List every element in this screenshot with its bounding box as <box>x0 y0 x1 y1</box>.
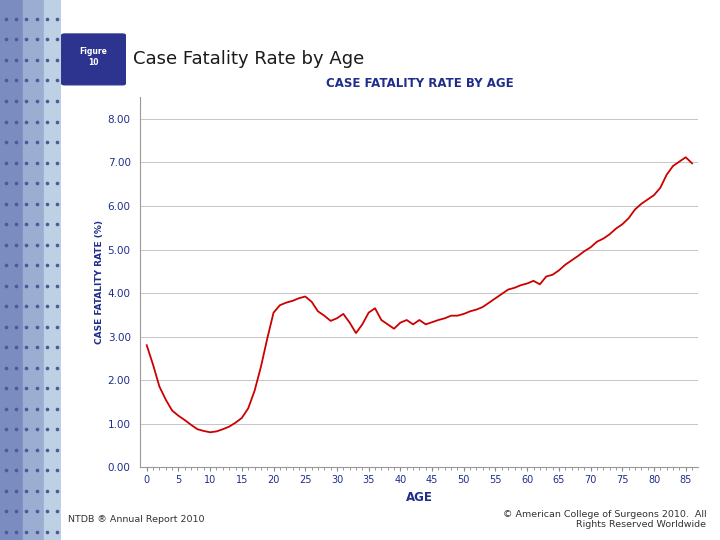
FancyBboxPatch shape <box>61 34 126 85</box>
Bar <box>0 0 23 540</box>
X-axis label: AGE: AGE <box>406 491 433 504</box>
Text: Figure
10: Figure 10 <box>80 47 107 68</box>
Title: CASE FATALITY RATE BY AGE: CASE FATALITY RATE BY AGE <box>325 77 513 91</box>
Bar <box>44 0 61 540</box>
Text: © American College of Surgeons 2010.  All
Rights Reserved Worldwide: © American College of Surgeons 2010. All… <box>503 510 706 529</box>
Text: Case Fatality Rate by Age: Case Fatality Rate by Age <box>133 50 364 69</box>
Y-axis label: CASE FATALITY RATE (%): CASE FATALITY RATE (%) <box>94 220 104 344</box>
Text: NTDB ® Annual Report 2010: NTDB ® Annual Report 2010 <box>68 515 204 524</box>
Bar <box>23 0 44 540</box>
